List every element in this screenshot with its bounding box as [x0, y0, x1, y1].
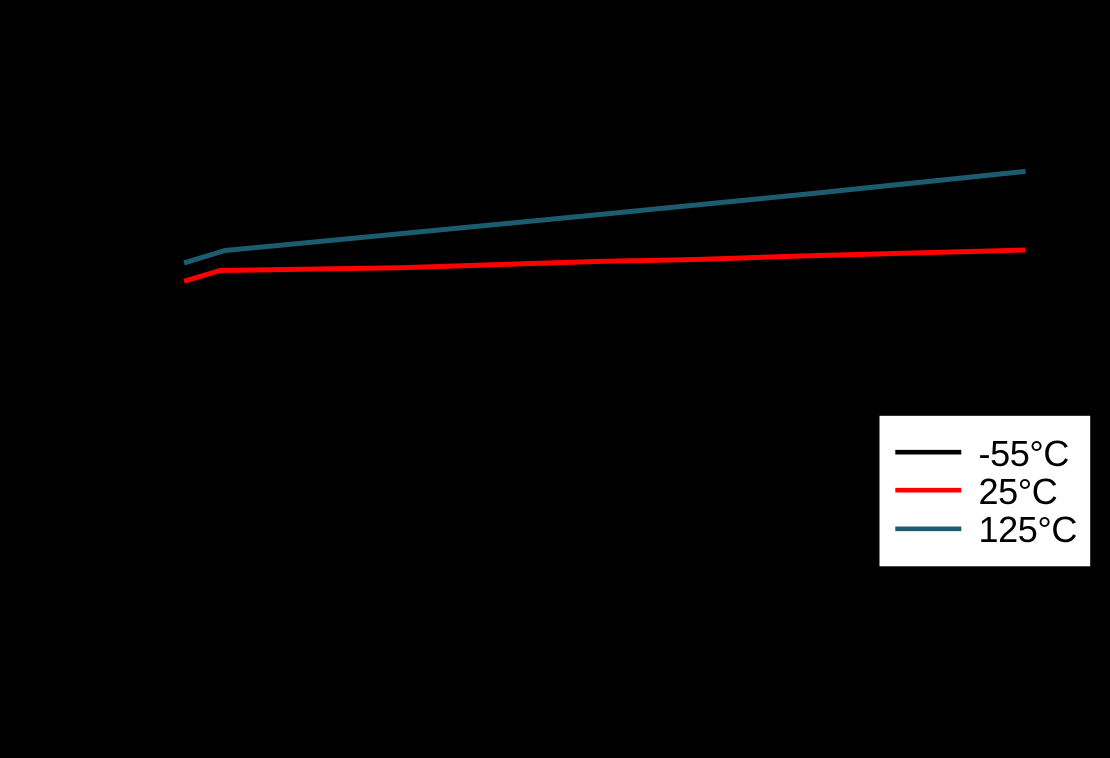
svg-text:125°C: 125°C: [979, 509, 1077, 550]
svg-text:25°C: 25°C: [979, 471, 1058, 512]
svg-text:-55°C: -55°C: [979, 433, 1069, 474]
